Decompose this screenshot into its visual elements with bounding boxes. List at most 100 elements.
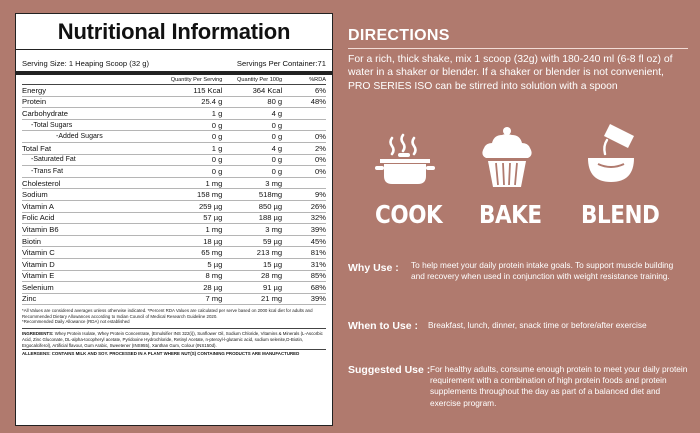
cupcake-icon bbox=[482, 127, 532, 187]
nutrient-name: Biotin bbox=[22, 236, 41, 246]
table-row: -Saturated Fat 0 g 0 g 0% bbox=[22, 155, 326, 167]
serving-value: 18 µg bbox=[203, 236, 223, 246]
rda-value: 0% bbox=[315, 132, 327, 142]
per100-value: 0 g bbox=[271, 166, 283, 176]
suggested-use-text: For healthy adults, consume enough prote… bbox=[430, 364, 688, 408]
table-row: Biotin 18 µg 59 µg 45% bbox=[22, 236, 326, 248]
table-row: Vitamin E 8 mg 28 mg 85% bbox=[22, 271, 326, 283]
per100-value: 91 µg bbox=[262, 282, 283, 292]
table-row: Total Fat 1 g 4 g 2% bbox=[22, 143, 326, 155]
per100-value: 59 µg bbox=[262, 236, 283, 246]
per100-value: 80 g bbox=[267, 97, 283, 107]
col-header-per100: Quantity Per 100g bbox=[237, 76, 283, 83]
serving-value: 25.4 g bbox=[201, 97, 223, 107]
per100-value: 0 g bbox=[271, 155, 283, 165]
when-to-use-text: Breakfast, lunch, dinner, snack time or … bbox=[428, 320, 647, 330]
nutrient-name: Carbohydrate bbox=[22, 108, 69, 118]
serving-info: Serving Size: 1 Heaping Scoop (32 g) Ser… bbox=[22, 59, 326, 68]
nutrition-title: Nutritional Information bbox=[16, 17, 332, 50]
per100-value: 3 mg bbox=[265, 224, 283, 234]
ingredients-text: Whey Protein Isolate, Whey Protein Conce… bbox=[22, 331, 323, 348]
suggested-use-label: Suggested Use : bbox=[348, 364, 431, 376]
footnotes: *All Values are considered averages unle… bbox=[22, 308, 326, 325]
nutrition-table: Energy 115 Kcal 364 Kcal 6% Protein 25.4 g 80 … bbox=[22, 85, 326, 306]
table-row: -Added Sugars 0 g 0 g 0% bbox=[22, 131, 326, 143]
when-to-use-label: When to Use : bbox=[348, 320, 418, 332]
serving-value: 0 g bbox=[211, 132, 223, 142]
per100-value: 15 µg bbox=[262, 259, 283, 269]
nutrient-name: -Saturated Fat bbox=[31, 156, 76, 164]
serving-value: 65 mg bbox=[201, 248, 223, 258]
rda-value: 39% bbox=[310, 224, 326, 234]
table-row: Cholesterol 1 mg 3 mg bbox=[22, 178, 326, 190]
blender-icon bbox=[588, 124, 634, 182]
rda-value: 39% bbox=[310, 294, 326, 304]
nutrient-name: Vitamin E bbox=[22, 271, 55, 281]
method-blend-label: BLEND bbox=[581, 200, 660, 229]
serving-size: Serving Size: 1 Heaping Scoop (32 g) bbox=[22, 59, 150, 68]
nutrient-name: Selenium bbox=[22, 282, 54, 292]
table-row: Folic Acid 57 µg 188 µg 32% bbox=[22, 213, 326, 225]
nutrient-name: Sodium bbox=[22, 190, 48, 200]
serving-value: 1 mg bbox=[205, 178, 223, 188]
per100-value: 188 µg bbox=[258, 213, 283, 223]
rda-value: 6% bbox=[315, 85, 326, 95]
nutrient-name: -Added Sugars bbox=[56, 133, 103, 141]
method-bake-label: BAKE bbox=[479, 200, 542, 229]
rda-value: 85% bbox=[310, 271, 326, 281]
rda-value: 68% bbox=[310, 282, 326, 292]
col-header-serving: Quantity Per Serving bbox=[170, 76, 223, 83]
directions-section: DIRECTIONS For a rich, thick shake, mix … bbox=[348, 0, 688, 433]
ingredients-label: INGREDIENTS: bbox=[22, 331, 54, 337]
table-row: Vitamin B6 1 mg 3 mg 39% bbox=[22, 224, 326, 236]
serving-value: 7 mg bbox=[205, 294, 223, 304]
table-row: Vitamin D 5 µg 15 µg 31% bbox=[22, 259, 326, 271]
serving-value: 158 mg bbox=[197, 190, 223, 200]
nutrient-name: Vitamin C bbox=[22, 248, 55, 258]
table-header: Quantity Per Serving Quantity Per 100g %… bbox=[22, 75, 326, 85]
nutrient-name: -Total Sugars bbox=[31, 121, 73, 129]
rda-value: 48% bbox=[310, 97, 326, 107]
per100-value: 0 g bbox=[271, 132, 283, 142]
cooking-pot-icon bbox=[375, 133, 435, 184]
table-row: Vitamin C 65 mg 213 mg 81% bbox=[22, 247, 326, 259]
rda-value: 0% bbox=[315, 155, 326, 165]
nutrient-name: Vitamin D bbox=[22, 259, 55, 269]
serving-value: 115 Kcal bbox=[193, 85, 223, 95]
per100-value: 364 Kcal bbox=[252, 85, 283, 95]
serving-value: 1 g bbox=[211, 108, 223, 118]
table-row: Carbohydrate 1 g 4 g bbox=[22, 108, 326, 120]
rda-value: 0% bbox=[315, 166, 326, 176]
serving-value: 0 g bbox=[211, 120, 223, 130]
per100-value: 4 g bbox=[271, 143, 283, 153]
per100-value: 213 mg bbox=[256, 248, 283, 258]
ingredients: INGREDIENTS: Whey Protein Isolate, Whey … bbox=[22, 328, 326, 348]
nutrient-name: Folic Acid bbox=[22, 213, 55, 223]
thick-divider bbox=[16, 71, 332, 75]
rda-value: 2% bbox=[315, 143, 326, 153]
servings-per-container: Servings Per Container:71 bbox=[236, 59, 326, 68]
per100-value: 850 µg bbox=[258, 201, 283, 211]
table-row: Protein 25.4 g 80 g 48% bbox=[22, 97, 326, 109]
per100-value: 21 mg bbox=[261, 294, 283, 304]
nutrient-name: Energy bbox=[22, 85, 47, 95]
nutrient-name: Total Fat bbox=[22, 143, 52, 153]
allergen-statement: ALLERGENS: CONTAINS MILK AND SOY. PROCES… bbox=[22, 349, 326, 356]
serving-value: 8 mg bbox=[205, 271, 223, 281]
nutrient-name: -Trans Fat bbox=[31, 167, 64, 175]
col-header-rda: %RDA bbox=[309, 76, 326, 83]
nutrition-panel: Nutritional Information Serving Size: 1 … bbox=[15, 13, 333, 426]
rda-value: 45% bbox=[310, 236, 326, 246]
nutrient-name: Zinc bbox=[22, 294, 37, 304]
rda-value: 31% bbox=[310, 259, 326, 269]
nutrient-name: Protein bbox=[22, 97, 47, 107]
table-row: -Trans Fat 0 g 0 g 0% bbox=[22, 166, 326, 178]
directions-divider bbox=[348, 48, 688, 49]
why-use-text: To help meet your daily protein intake g… bbox=[411, 260, 674, 282]
serving-value: 28 µg bbox=[203, 282, 223, 292]
serving-value: 0 g bbox=[211, 155, 223, 165]
per100-value: 0 g bbox=[271, 120, 283, 130]
footnote-rda: *Recommended Daily Allowance (RDA) not e… bbox=[22, 319, 130, 325]
table-row: Selenium 28 µg 91 µg 68% bbox=[22, 282, 326, 294]
table-row: -Total Sugars 0 g 0 g bbox=[22, 120, 326, 132]
